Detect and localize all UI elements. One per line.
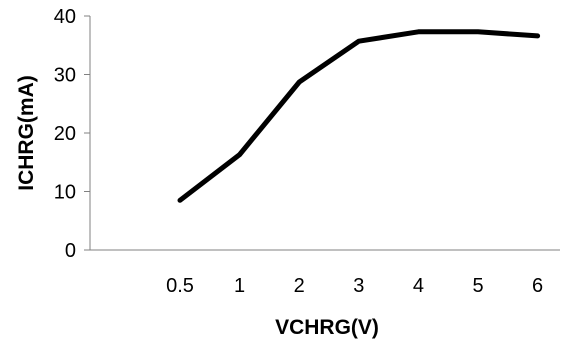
series-line	[177, 29, 541, 203]
x-tick-label: 3	[353, 275, 364, 297]
x-tick-label: 0.5	[166, 275, 194, 297]
x-axis-title: VCHRG(V)	[275, 316, 379, 339]
y-axis-ticks: 0 10 20 30 40	[54, 6, 90, 262]
x-tick-label: 5	[472, 275, 483, 297]
x-tick-label: 4	[413, 275, 424, 297]
x-axis-ticks: 0.5 1 2 3 4 5 6	[166, 275, 543, 297]
x-tick-label: 2	[294, 275, 305, 297]
y-axis-title: ICHRG(mA)	[15, 75, 38, 191]
x-tick-label: 6	[532, 275, 543, 297]
y-tick-label: 40	[54, 6, 76, 28]
x-tick-label: 1	[234, 275, 245, 297]
series-layer	[177, 29, 541, 203]
y-tick-label: 10	[54, 182, 76, 204]
y-tick-label: 0	[65, 240, 76, 262]
y-tick-label: 30	[54, 65, 76, 87]
y-tick-label: 20	[54, 123, 76, 145]
